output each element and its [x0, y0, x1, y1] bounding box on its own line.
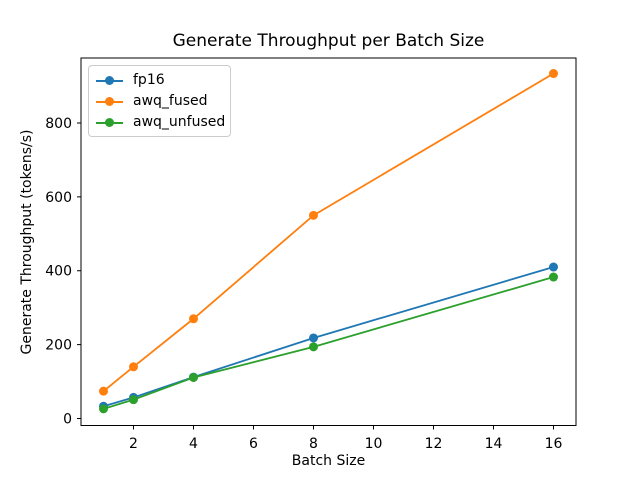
x-tick-label: 12 [425, 436, 443, 452]
y-axis-label: Generate Throughput (tokens/s) [19, 129, 35, 355]
axes-frame [80, 57, 577, 426]
series-marker-awq_fused [549, 69, 558, 79]
y-tick-label: 200 [45, 338, 72, 354]
x-tick-label: 14 [485, 436, 503, 452]
legend: fp16 awq_fused awq_unfused [88, 65, 232, 137]
x-axis-label: Batch Size [291, 453, 366, 469]
legend-label: awq_fused [133, 93, 208, 109]
series-marker-awq_fused [189, 314, 198, 324]
legend-marker-dot [105, 97, 114, 106]
series-line-awq_unfused [102, 276, 555, 410]
y-tick-label: 600 [45, 190, 72, 206]
x-tick-label: 16 [545, 436, 563, 452]
legend-line-marker-icon [96, 118, 123, 127]
legend-item-awq_fused: awq_fused [96, 91, 225, 112]
chart-title: Generate Throughput per Batch Size [172, 31, 485, 51]
x-tick-label: 4 [189, 436, 198, 452]
series-marker-awq_unfused [129, 395, 138, 405]
series-marker-fp16 [549, 262, 558, 272]
series-marker-awq_fused [309, 210, 318, 220]
y-tick-label: 0 [63, 411, 72, 427]
series-marker-fp16 [309, 333, 318, 343]
legend-marker-dot [105, 118, 114, 127]
legend-label: fp16 [133, 72, 165, 88]
x-tick-label: 2 [129, 436, 138, 452]
series-marker-awq_unfused [189, 372, 198, 382]
series-marker-awq_unfused [309, 342, 318, 352]
legend-marker-dot [105, 76, 114, 85]
x-tick-label: 10 [365, 436, 383, 452]
legend-line-marker-icon [96, 76, 123, 85]
y-tick-label: 800 [45, 116, 72, 132]
y-tick-label: 400 [45, 264, 72, 280]
legend-item-fp16: fp16 [96, 70, 225, 91]
series-marker-awq_fused [129, 362, 138, 372]
x-tick-label: 6 [249, 436, 258, 452]
series-marker-awq_unfused [99, 404, 108, 414]
legend-line-marker-icon [96, 97, 123, 106]
series-marker-awq_fused [99, 386, 108, 396]
x-tick-label: 8 [309, 436, 318, 452]
series-marker-awq_unfused [549, 272, 558, 282]
legend-label: awq_unfused [133, 114, 226, 130]
legend-item-awq_unfused: awq_unfused [96, 112, 225, 133]
